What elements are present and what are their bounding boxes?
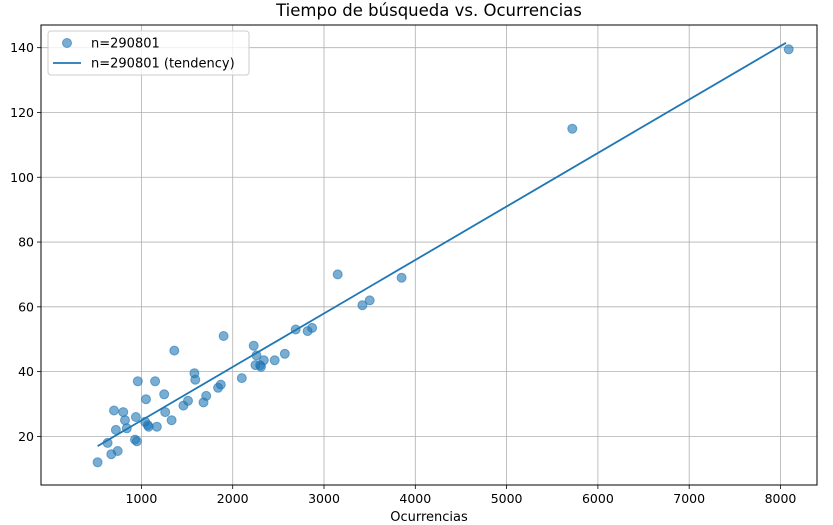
y-tick-label: 140 [10,40,34,55]
scatter-point [159,389,170,400]
legend-label-tendency: n=290801 (tendency) [91,57,235,72]
x-tick-label: 5000 [491,491,523,506]
plot-frame [40,24,818,486]
y-tick-label: 40 [18,364,34,379]
scatter-point [132,376,143,387]
x-tick-label: 3000 [308,491,340,506]
y-tick-label: 100 [10,170,34,185]
scatter-point [166,415,177,426]
y-tick-label: 120 [10,105,34,120]
scatter-point [236,373,247,384]
legend: n=290801 n=290801 (tendency) [47,30,250,76]
x-axis-ticks: 1000 2000 3000 4000 5000 6000 7000 8000 [126,485,797,506]
scatter-point [150,376,161,387]
scatter-point [169,345,180,356]
legend-scatter-marker [62,38,72,48]
scatter-point [201,390,212,401]
scatter-point [357,300,368,311]
x-tick-label: 2000 [217,491,249,506]
scatter-point [118,407,129,418]
y-tick-label: 80 [18,235,34,250]
legend-box [47,30,250,76]
scatter-point [102,437,113,448]
scatter-point [290,324,301,335]
scatter-point [279,348,290,359]
x-tick-label: 8000 [765,491,797,506]
scatter-point [783,44,794,55]
scatter-points [92,44,794,468]
scatter-point [215,379,226,390]
scatter-point [190,374,201,385]
x-axis-label: Ocurrencias [390,510,468,525]
scatter-point [269,355,280,366]
scatter-point [130,412,141,422]
scatter-point [143,421,154,432]
x-tick-label: 1000 [126,491,158,506]
y-tick-label: 60 [18,299,34,314]
scatter-point [92,457,103,468]
scatter-point [248,340,259,351]
scatter-point [183,395,193,406]
chart-title: Tiempo de búsqueda vs. Ocurrencias [275,1,582,20]
scatter-point [364,295,375,306]
scatter-point [218,331,229,341]
scatter-point [151,421,162,432]
x-tick-label: 4000 [399,491,431,506]
trend-line [97,42,787,447]
y-axis-ticks: 20 40 60 80 100 120 140 [10,40,41,444]
scatter-point [307,322,318,333]
scatter-point [251,350,262,361]
scatter-point [112,446,123,456]
scatter-point [120,415,130,426]
legend-label-scatter: n=290801 [91,37,160,52]
scatter-point [109,405,119,416]
scatter-point [110,424,121,435]
trend-line-group [97,42,787,447]
scatter-point [160,407,171,418]
scatter-point [258,355,269,366]
scatter-point [131,436,142,447]
scatter-point [396,272,407,283]
x-tick-label: 6000 [582,491,614,506]
scatter-point [121,423,132,434]
y-tick-label: 20 [18,429,34,444]
scatter-point [567,123,578,134]
scatter-point [141,394,151,405]
x-tick-label: 7000 [673,491,705,506]
scatter-point [332,269,343,280]
grid [41,25,817,485]
